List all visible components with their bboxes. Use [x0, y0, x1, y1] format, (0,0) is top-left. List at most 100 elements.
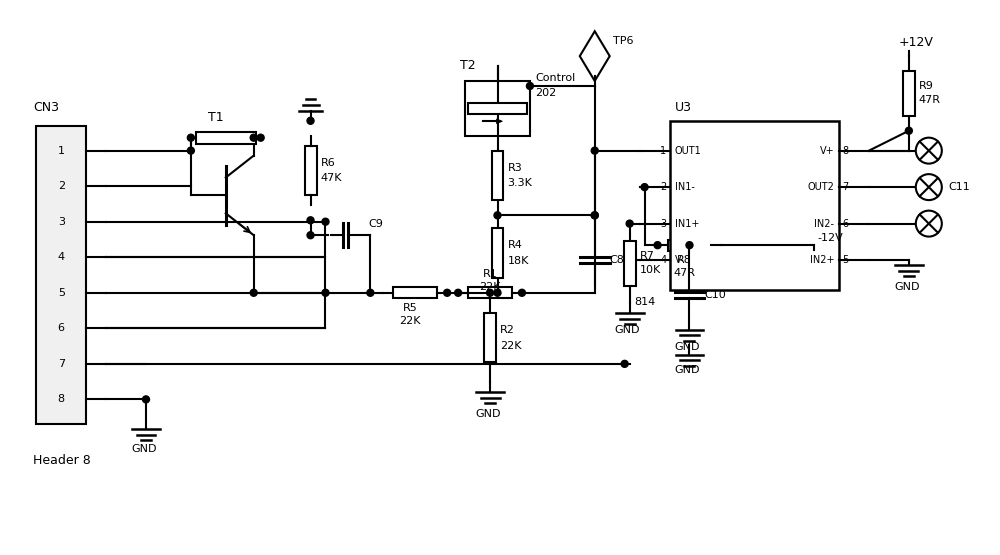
Text: 202: 202 — [535, 88, 556, 98]
Text: 22K: 22K — [479, 282, 501, 292]
Text: R6: R6 — [320, 158, 335, 168]
Text: 5: 5 — [842, 255, 848, 265]
Circle shape — [257, 134, 264, 141]
Polygon shape — [497, 119, 502, 124]
Text: 4: 4 — [660, 255, 667, 265]
Circle shape — [487, 289, 494, 296]
Circle shape — [621, 360, 628, 367]
Text: 6: 6 — [842, 219, 848, 229]
Text: 10K: 10K — [640, 265, 661, 275]
Text: 2: 2 — [58, 181, 65, 191]
Text: T1: T1 — [208, 111, 224, 124]
Circle shape — [526, 83, 533, 89]
Text: GND: GND — [675, 365, 700, 375]
Circle shape — [591, 147, 598, 154]
Text: 4: 4 — [58, 252, 65, 263]
Bar — [903, 70, 915, 117]
Bar — [468, 287, 512, 298]
Text: T2: T2 — [460, 59, 476, 72]
Circle shape — [916, 210, 942, 236]
Text: OUT1: OUT1 — [675, 145, 701, 155]
Text: C10: C10 — [704, 290, 726, 300]
Circle shape — [142, 396, 149, 403]
Text: R9: R9 — [919, 82, 934, 92]
Text: C8: C8 — [610, 255, 625, 265]
Text: R3: R3 — [507, 163, 522, 173]
Text: R2: R2 — [500, 325, 515, 335]
Bar — [492, 150, 503, 200]
Text: 2: 2 — [660, 182, 667, 192]
Text: 5: 5 — [58, 288, 65, 298]
Bar — [305, 145, 317, 195]
Text: 22K: 22K — [500, 341, 522, 351]
Circle shape — [322, 218, 329, 225]
Bar — [36, 126, 86, 424]
Text: GND: GND — [675, 342, 700, 352]
Text: GND: GND — [131, 444, 157, 454]
Circle shape — [916, 138, 942, 164]
Bar — [468, 103, 527, 114]
Circle shape — [518, 289, 525, 296]
Text: 18K: 18K — [507, 256, 529, 266]
Text: Control: Control — [535, 73, 575, 83]
Text: V+: V+ — [819, 145, 834, 155]
Text: IN1+: IN1+ — [675, 219, 699, 229]
Text: 8: 8 — [58, 395, 65, 405]
Text: IN2+: IN2+ — [810, 255, 834, 265]
Text: C11: C11 — [949, 182, 970, 192]
Text: R1: R1 — [483, 269, 497, 279]
Text: C9: C9 — [368, 219, 383, 229]
Bar — [492, 228, 503, 278]
Text: 3: 3 — [58, 216, 65, 226]
Bar — [668, 240, 711, 251]
Text: R7: R7 — [640, 251, 654, 261]
Circle shape — [591, 212, 598, 219]
Circle shape — [654, 241, 661, 249]
Text: 1: 1 — [58, 145, 65, 155]
Bar — [484, 312, 496, 362]
Text: R4: R4 — [507, 240, 522, 250]
Circle shape — [626, 220, 633, 227]
Text: TP6: TP6 — [613, 36, 633, 46]
Circle shape — [591, 212, 598, 219]
Circle shape — [187, 147, 194, 154]
Text: GND: GND — [475, 409, 501, 419]
Text: 1: 1 — [660, 145, 667, 155]
Circle shape — [444, 289, 451, 296]
Circle shape — [686, 241, 693, 249]
Circle shape — [322, 289, 329, 296]
Circle shape — [916, 174, 942, 200]
Bar — [465, 81, 530, 136]
Circle shape — [187, 134, 194, 141]
Bar — [393, 287, 437, 298]
Text: 3.3K: 3.3K — [507, 179, 532, 189]
Circle shape — [641, 184, 648, 190]
Text: R8: R8 — [677, 255, 692, 265]
Text: GND: GND — [894, 282, 919, 292]
Circle shape — [455, 289, 462, 296]
Text: 814: 814 — [635, 297, 656, 307]
Circle shape — [307, 232, 314, 239]
Circle shape — [250, 134, 257, 141]
Text: U3: U3 — [675, 101, 692, 114]
Text: V-: V- — [675, 255, 684, 265]
Circle shape — [307, 217, 314, 224]
Text: GND: GND — [615, 325, 640, 335]
Text: 7: 7 — [842, 182, 848, 192]
Bar — [196, 132, 256, 144]
Text: 6: 6 — [58, 324, 65, 334]
Text: 22K: 22K — [400, 316, 421, 326]
Text: 47R: 47R — [673, 268, 695, 278]
Circle shape — [494, 212, 501, 219]
Text: 47R: 47R — [919, 95, 941, 105]
Text: +12V: +12V — [899, 36, 934, 49]
Text: Header 8: Header 8 — [33, 454, 91, 467]
Text: IN1-: IN1- — [675, 182, 694, 192]
Text: -12V: -12V — [817, 233, 843, 243]
Circle shape — [905, 127, 912, 134]
Circle shape — [494, 289, 501, 296]
Text: IN2-: IN2- — [814, 219, 834, 229]
Text: OUT2: OUT2 — [807, 182, 834, 192]
Circle shape — [367, 289, 374, 296]
Bar — [670, 121, 839, 290]
